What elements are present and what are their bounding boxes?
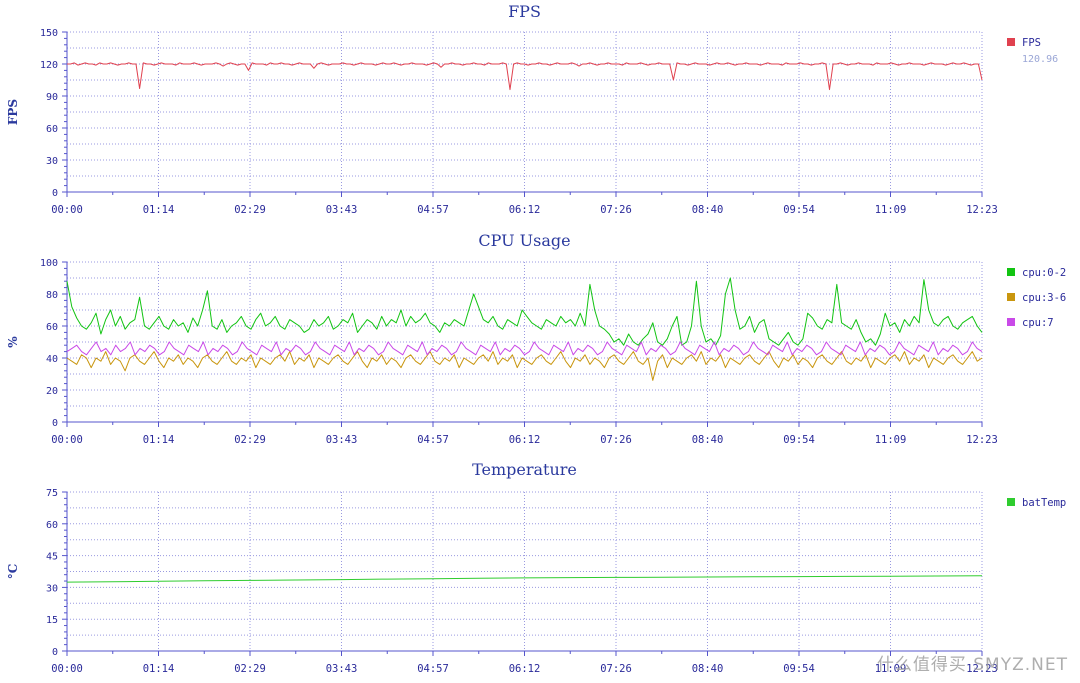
x-tick-label: 04:57 bbox=[417, 434, 449, 446]
series-line-cpu:0-2 bbox=[66, 277, 983, 346]
y-tick-label: 15 bbox=[46, 615, 58, 626]
x-tick-label: 08:40 bbox=[692, 204, 724, 216]
x-tick-label: 12:23 bbox=[966, 434, 998, 446]
legend-swatch bbox=[1007, 268, 1015, 276]
y-tick-label: 80 bbox=[46, 290, 58, 301]
x-tick-label: 09:54 bbox=[783, 434, 815, 446]
chart-panel-2: Temperature 0 15 30 45 60 75 00:00 01:14 02:29 03:… bbox=[6, 460, 1066, 675]
series-line-FPS bbox=[67, 62, 983, 91]
y-tick-label: 150 bbox=[40, 28, 58, 39]
x-tick-label: 02:29 bbox=[234, 434, 266, 446]
x-tick-label: 03:43 bbox=[326, 434, 358, 446]
y-tick-label: 90 bbox=[46, 92, 58, 103]
y-tick-label: 0 bbox=[52, 647, 58, 658]
y-tick-label: 45 bbox=[46, 552, 58, 563]
legend-swatch bbox=[1007, 293, 1015, 301]
x-tick-label: 01:14 bbox=[143, 434, 175, 446]
y-tick-label: 75 bbox=[46, 488, 58, 499]
x-tick-label: 11:09 bbox=[875, 204, 907, 216]
x-tick-label: 06:12 bbox=[509, 434, 541, 446]
x-tick-label: 01:14 bbox=[143, 204, 175, 216]
series-line-batTemp bbox=[66, 575, 983, 583]
legend-label: cpu:7 bbox=[1022, 317, 1054, 329]
x-tick-label: 06:12 bbox=[509, 204, 541, 216]
y-tick-label: 20 bbox=[46, 386, 58, 397]
y-tick-label: 120 bbox=[40, 60, 58, 71]
legend-value: 120.96 bbox=[1022, 54, 1058, 65]
x-tick-label: 11:09 bbox=[875, 663, 907, 675]
x-tick-label: 12:23 bbox=[966, 204, 998, 216]
chart-panel-1: CPU Usage 0 20 40 60 80 100 00:00 01:14 02:29 03:4… bbox=[6, 231, 1066, 446]
x-tick-label: 07:26 bbox=[600, 204, 632, 216]
x-tick-label: 00:00 bbox=[51, 434, 83, 446]
y-tick-label: 100 bbox=[40, 258, 58, 269]
x-tick-label: 02:29 bbox=[234, 663, 266, 675]
y-tick-label: 0 bbox=[52, 188, 58, 199]
y-axis-label: % bbox=[6, 336, 20, 348]
legend-swatch bbox=[1007, 38, 1015, 46]
y-axis-label: °C bbox=[6, 564, 20, 580]
x-tick-label: 00:00 bbox=[51, 663, 83, 675]
y-tick-label: 60 bbox=[46, 520, 58, 531]
chart-title: FPS bbox=[508, 2, 541, 21]
chart-title: CPU Usage bbox=[478, 231, 570, 250]
y-tick-label: 0 bbox=[52, 418, 58, 429]
legend-label: cpu:3-6 bbox=[1022, 292, 1066, 304]
legend-label: FPS bbox=[1022, 37, 1041, 49]
y-tick-label: 60 bbox=[46, 322, 58, 333]
x-tick-label: 01:14 bbox=[143, 663, 175, 675]
legend-label: cpu:0-2 bbox=[1022, 267, 1066, 279]
y-tick-label: 40 bbox=[46, 354, 58, 365]
series-line-cpu:3-6 bbox=[66, 351, 983, 381]
watermark: 什么值得买 SMYZ.NET bbox=[876, 655, 1068, 675]
y-axis-label: FPS bbox=[6, 99, 20, 125]
x-tick-label: 02:29 bbox=[234, 204, 266, 216]
x-tick-label: 09:54 bbox=[783, 204, 815, 216]
y-tick-label: 30 bbox=[46, 156, 58, 167]
x-tick-label: 00:00 bbox=[51, 204, 83, 216]
x-tick-label: 12:23 bbox=[966, 663, 998, 675]
x-tick-label: 07:26 bbox=[600, 663, 632, 675]
x-tick-label: 09:54 bbox=[783, 663, 815, 675]
x-tick-label: 06:12 bbox=[509, 663, 541, 675]
x-tick-label: 08:40 bbox=[692, 434, 724, 446]
x-tick-label: 03:43 bbox=[326, 663, 358, 675]
y-tick-label: 30 bbox=[46, 583, 58, 594]
x-tick-label: 03:43 bbox=[326, 204, 358, 216]
legend-label: batTemp bbox=[1022, 497, 1066, 509]
x-tick-label: 07:26 bbox=[600, 434, 632, 446]
legend-swatch bbox=[1007, 498, 1015, 506]
x-tick-label: 11:09 bbox=[875, 434, 907, 446]
x-tick-label: 04:57 bbox=[417, 204, 449, 216]
chart-panel-0: FPS 0 30 60 90 120 150 00:00 01:14 02:29 03:43 04:5… bbox=[6, 2, 1058, 216]
x-tick-label: 08:40 bbox=[692, 663, 724, 675]
chart-title: Temperature bbox=[472, 460, 577, 479]
series-line-cpu:7 bbox=[66, 341, 983, 356]
x-tick-label: 04:57 bbox=[417, 663, 449, 675]
legend-swatch bbox=[1007, 318, 1015, 326]
y-tick-label: 60 bbox=[46, 124, 58, 135]
